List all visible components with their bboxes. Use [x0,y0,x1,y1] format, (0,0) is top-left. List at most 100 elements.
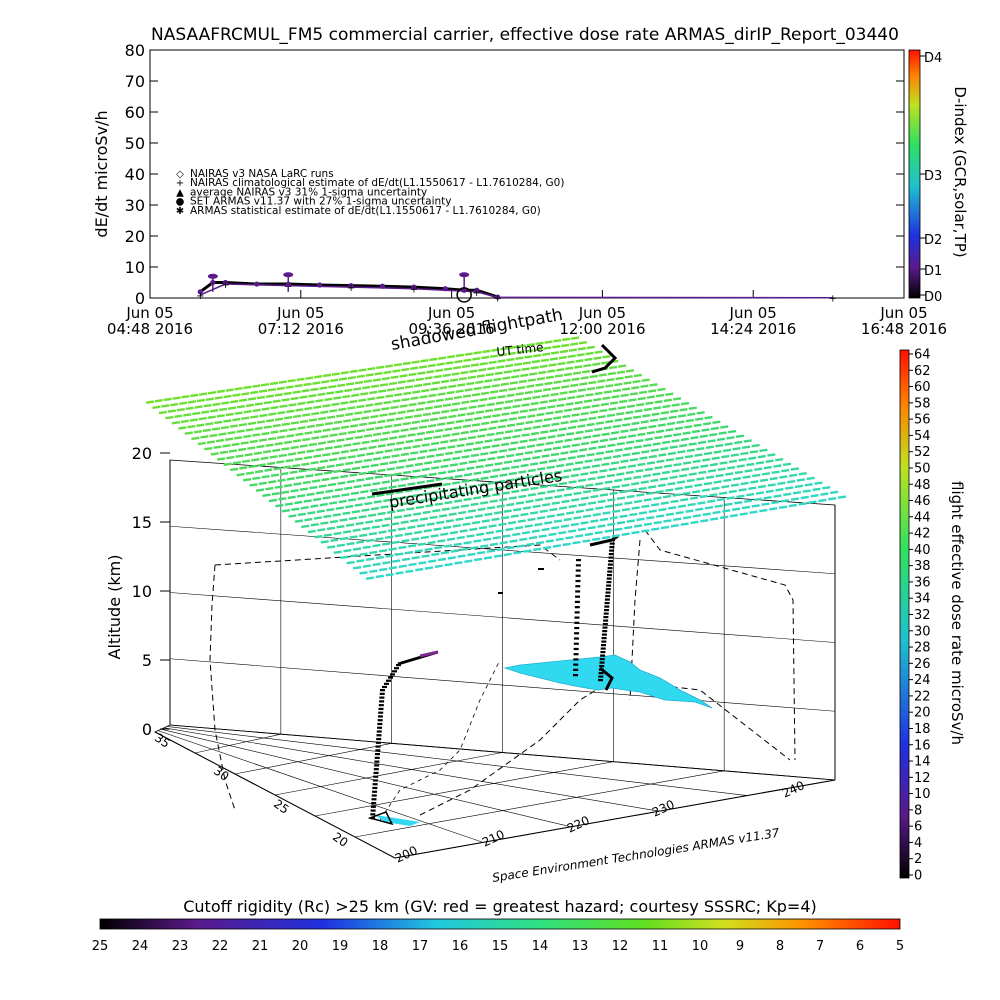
dose-rate-cell [773,464,782,468]
altitude-tick-label: 20 [132,444,152,463]
dose-rate-cell [618,435,627,440]
dose-rate-cell [440,489,449,493]
dose-rate-cell [355,521,364,526]
dose-rate-cell [781,499,790,503]
dose-rate-cell [441,507,450,511]
dose-rate-cell [303,455,313,460]
cutoff-rigidity-tick-label: 6 [856,939,864,954]
track-point [574,606,580,609]
dose-rate-cell [542,545,552,550]
dose-rate-cell [579,448,588,452]
dose-rate-cell [455,419,464,424]
dose-rate-cell [463,473,473,477]
dose-rate-cell [506,423,516,428]
dose-rate-cell [295,432,304,437]
dose-rate-cell [528,408,538,412]
dose-rate-cell [730,453,739,457]
dose-rate-cell [432,509,441,513]
dose-rate-cell [464,388,473,392]
dose-rate-cell [340,371,349,375]
dose-rate-cell [435,398,444,403]
dose-rate-cell [532,455,541,460]
dose-rate-cell [542,478,551,483]
dose-rate-cell [398,564,407,568]
dose-rate-cell [665,512,675,517]
dose-rate-cell [333,396,342,400]
dose-rate-cell [740,451,749,456]
dose-rate-cell [466,534,475,538]
dose-rate-tick-label: 40 [914,543,931,558]
dose-rate-cell [270,405,279,410]
dose-rate-cell [475,410,484,414]
dose-rate-cell [608,467,618,471]
dose-rate-cell [417,456,426,460]
dose-rate-cell [682,491,691,496]
dose-rate-cell [210,409,219,413]
dose-rate-cell [511,465,520,469]
dose-rate-cell [648,424,657,429]
dose-rate-cell [320,521,329,525]
dose-rate-cell [755,461,765,465]
dose-rate-cell [572,540,581,545]
dose-rate-cell [311,436,320,440]
track-point [379,696,385,699]
dose-rate-cell [354,503,363,507]
track-point [380,689,385,692]
dose-rate-cell [636,403,645,407]
dose-rate-cell [689,496,699,500]
dose-rate-cell [761,502,770,506]
credit-text: Space Environment Technologies ARMAS v11… [491,826,781,885]
dose-rate-tick-label: 50 [914,461,931,476]
legend-entry: NAIRAS climatological estimate of dE/dt(… [190,177,564,189]
dose-rate-cell [542,502,551,507]
dose-rate-cell [585,351,594,356]
dose-rate-cell [537,491,546,496]
dose-rate-cell [537,467,546,471]
dose-rate-cell [543,417,553,422]
dose-rate-cell [491,383,500,388]
dose-rate-cell [475,489,484,494]
dose-rate-cell [592,362,601,366]
dose-rate-cell [498,353,508,357]
dose-rate-cell [336,524,345,529]
dose-rate-cell [421,492,430,496]
dose-rate-cell [511,374,520,379]
dose-rate-cell [720,425,729,429]
dose-rate-cell [480,452,489,456]
dose-rate-cell [631,506,640,510]
dose-rate-cell [486,506,496,510]
dose-rate-cell [554,374,564,378]
dose-rate-cell [398,434,407,439]
dose-rate-cell [582,539,591,543]
dose-rate-cell [201,410,210,414]
dose-rate-cell [719,461,728,465]
altitude-axis-label: Altitude (km) [105,555,124,660]
dose-rate-cell [290,421,300,425]
dose-rate-cell [554,440,564,444]
dose-rate-cell [183,413,192,417]
dose-rate-cell [307,467,317,472]
dose-rate-cell [650,478,659,483]
dose-rate-cell [597,475,606,479]
dose-rate-cell [663,464,673,468]
dose-rate-cell [682,515,692,520]
dose-rate-cell [529,511,539,515]
track-point [607,563,613,566]
dose-rate-tick-label: 64 [914,348,931,363]
dose-rate-cell [454,474,463,479]
dose-rate-cell [464,559,473,563]
dose-rate-cell [719,515,729,520]
dose-rate-cell [724,502,733,507]
dose-rate-cell [792,491,802,495]
dose-rate-cell [483,415,492,419]
dose-rate-cell [459,529,468,533]
dose-rate-cell [690,466,699,470]
dose-rate-cell [384,517,393,521]
dose-rate-cell [692,489,701,494]
dose-rate-cell [508,496,517,500]
dose-rate-cell [428,393,437,398]
dose-rate-cell [332,513,342,517]
dose-rate-cell [541,394,550,398]
dose-rate-cell [374,371,383,376]
dose-rate-cell [746,492,755,497]
